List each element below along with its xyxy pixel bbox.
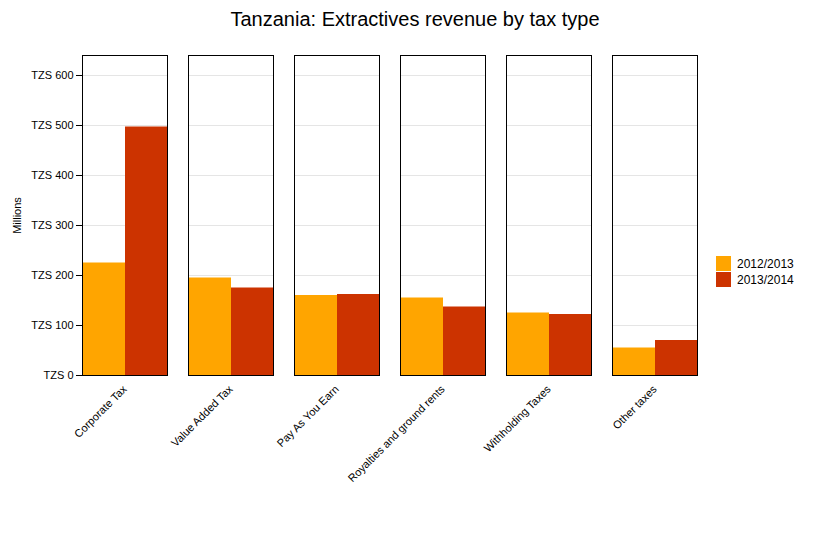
svg-text:Corporate Tax: Corporate Tax	[72, 382, 130, 440]
svg-text:TZS 100: TZS 100	[31, 319, 73, 331]
svg-text:Royalties and ground rents: Royalties and ground rents	[345, 382, 447, 484]
html-text:2012/2013: 2012/2013	[737, 256, 794, 271]
svg-text:Millions: Millions	[11, 197, 23, 234]
svg-text:TZS 300: TZS 300	[31, 219, 73, 231]
svg-text:TZS 500: TZS 500	[31, 119, 73, 131]
svg-text:TZS 600: TZS 600	[31, 69, 73, 81]
svg-text:TZS 400: TZS 400	[31, 169, 73, 181]
svg-text:Withholding Taxes: Withholding Taxes	[481, 382, 553, 454]
svg-text:Other taxes: Other taxes	[610, 382, 659, 431]
svg-text:TZS 200: TZS 200	[31, 269, 73, 281]
html-text:2013/2014: 2013/2014	[737, 272, 794, 287]
html-text:Tanzania: Extractives revenue: Tanzania: Extractives revenue by tax typ…	[230, 8, 600, 30]
svg-text:Value Added Tax: Value Added Tax	[169, 382, 236, 449]
svg-text:TZS 0: TZS 0	[44, 369, 74, 381]
svg-text:Pay As You Earn: Pay As You Earn	[274, 383, 340, 449]
